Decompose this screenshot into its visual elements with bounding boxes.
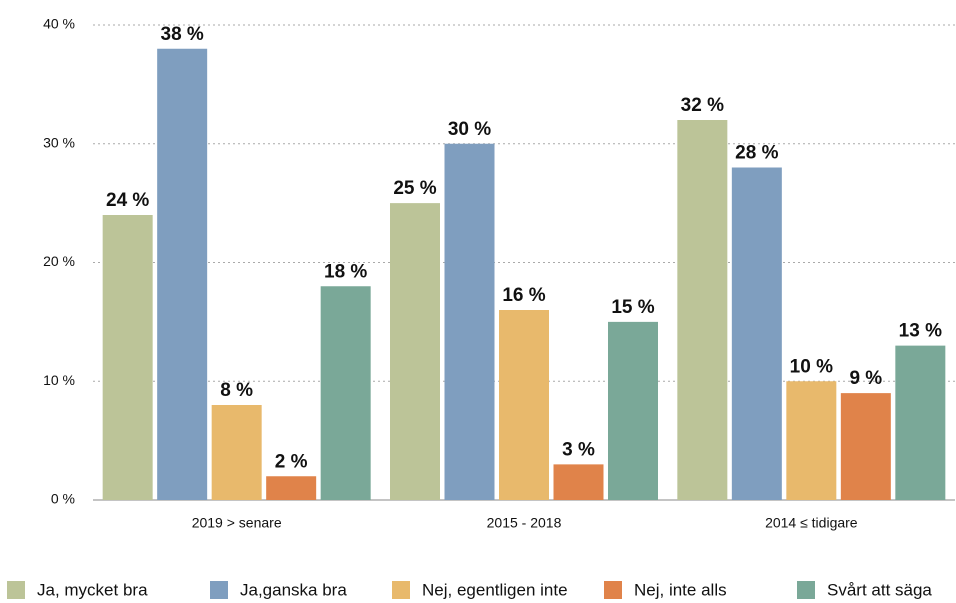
x-tick-label: 2019 > senare bbox=[192, 515, 282, 531]
value-label: 32 % bbox=[681, 95, 724, 116]
value-label: 25 % bbox=[393, 178, 436, 199]
y-tick-label: 30 % bbox=[43, 134, 75, 150]
y-tick-label: 40 % bbox=[43, 16, 75, 32]
legend-label: Ja, mycket bra bbox=[37, 580, 148, 599]
bar bbox=[266, 476, 317, 500]
value-label: 13 % bbox=[899, 321, 942, 342]
value-label: 2 % bbox=[275, 451, 308, 472]
value-label: 30 % bbox=[448, 119, 491, 140]
bar bbox=[499, 310, 549, 500]
value-label: 16 % bbox=[502, 285, 545, 306]
bar bbox=[608, 321, 658, 500]
legend-swatch bbox=[797, 581, 815, 599]
y-tick-label: 20 % bbox=[43, 253, 75, 269]
legend-label: Svårt att säga bbox=[827, 580, 932, 599]
bar bbox=[211, 405, 262, 500]
bar bbox=[157, 48, 208, 500]
bar bbox=[895, 345, 946, 500]
legend-swatch bbox=[604, 581, 622, 599]
value-label: 18 % bbox=[324, 261, 367, 282]
bar bbox=[444, 143, 495, 500]
x-tick-label: 2015 - 2018 bbox=[487, 515, 562, 531]
value-label: 28 % bbox=[735, 143, 778, 164]
legend-label: Nej, egentligen inte bbox=[422, 580, 568, 599]
value-label: 9 % bbox=[849, 368, 882, 389]
y-tick-label: 0 % bbox=[51, 491, 75, 507]
legend-label: Ja,ganska bra bbox=[240, 580, 347, 599]
value-label: 24 % bbox=[106, 190, 149, 211]
value-label: 10 % bbox=[790, 356, 833, 377]
x-tick-label: 2014 ≤ tidigare bbox=[765, 515, 858, 531]
bar bbox=[320, 286, 371, 500]
bar bbox=[677, 120, 728, 500]
bar bbox=[786, 381, 837, 500]
y-tick-label: 10 % bbox=[43, 372, 75, 388]
bar bbox=[102, 215, 153, 500]
value-label: 8 % bbox=[220, 380, 253, 401]
legend-swatch bbox=[392, 581, 410, 599]
legend-swatch bbox=[7, 581, 25, 599]
bar bbox=[553, 464, 604, 500]
bar bbox=[390, 203, 440, 500]
bar bbox=[731, 167, 782, 500]
bar bbox=[840, 393, 891, 500]
legend-swatch bbox=[210, 581, 228, 599]
value-label: 3 % bbox=[562, 439, 595, 460]
legend-label: Nej, inte alls bbox=[634, 580, 727, 599]
value-label: 38 % bbox=[161, 24, 204, 45]
value-label: 15 % bbox=[611, 297, 654, 318]
